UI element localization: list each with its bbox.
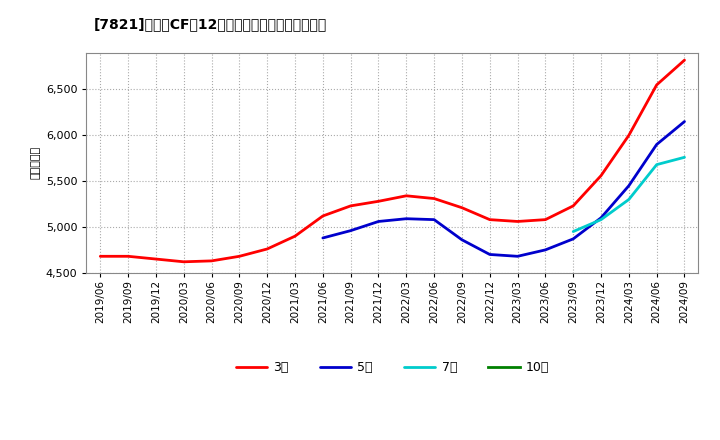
3年 — [235, 253, 243, 259]
5年 — [541, 247, 550, 253]
7年 — [624, 197, 633, 202]
7年 — [652, 162, 661, 167]
3年 — [597, 173, 606, 178]
3年 — [680, 58, 689, 63]
5年 — [513, 253, 522, 259]
3年 — [402, 193, 410, 198]
7年 — [569, 229, 577, 234]
5年 — [430, 217, 438, 222]
5年 — [597, 215, 606, 220]
3年 — [624, 132, 633, 138]
5年 — [680, 119, 689, 124]
3年 — [179, 259, 188, 264]
5年 — [569, 236, 577, 242]
3年 — [318, 213, 327, 219]
5年 — [652, 142, 661, 147]
3年 — [124, 253, 132, 259]
3年 — [430, 196, 438, 201]
Line: 7年: 7年 — [573, 157, 685, 231]
3年 — [263, 246, 271, 252]
7年 — [597, 217, 606, 222]
7年 — [680, 154, 689, 160]
5年 — [624, 183, 633, 188]
3年 — [569, 203, 577, 209]
Line: 3年: 3年 — [100, 60, 685, 262]
3年 — [207, 258, 216, 264]
3年 — [485, 217, 494, 222]
3年 — [652, 82, 661, 88]
3年 — [96, 253, 104, 259]
3年 — [291, 234, 300, 239]
Legend: 3年, 5年, 7年, 10年: 3年, 5年, 7年, 10年 — [230, 356, 554, 379]
3年 — [152, 257, 161, 262]
5年 — [318, 235, 327, 241]
5年 — [374, 219, 383, 224]
3年 — [513, 219, 522, 224]
Line: 5年: 5年 — [323, 121, 685, 256]
5年 — [346, 228, 355, 233]
5年 — [458, 237, 467, 242]
5年 — [485, 252, 494, 257]
Y-axis label: （百万円）: （百万円） — [30, 146, 40, 180]
3年 — [374, 199, 383, 204]
3年 — [346, 203, 355, 209]
Text: [7821]　営業CFだ12か月移動合計の平均値の推移: [7821] 営業CFだ12か月移動合計の平均値の推移 — [94, 18, 327, 32]
3年 — [541, 217, 550, 222]
5年 — [402, 216, 410, 221]
3年 — [458, 205, 467, 210]
